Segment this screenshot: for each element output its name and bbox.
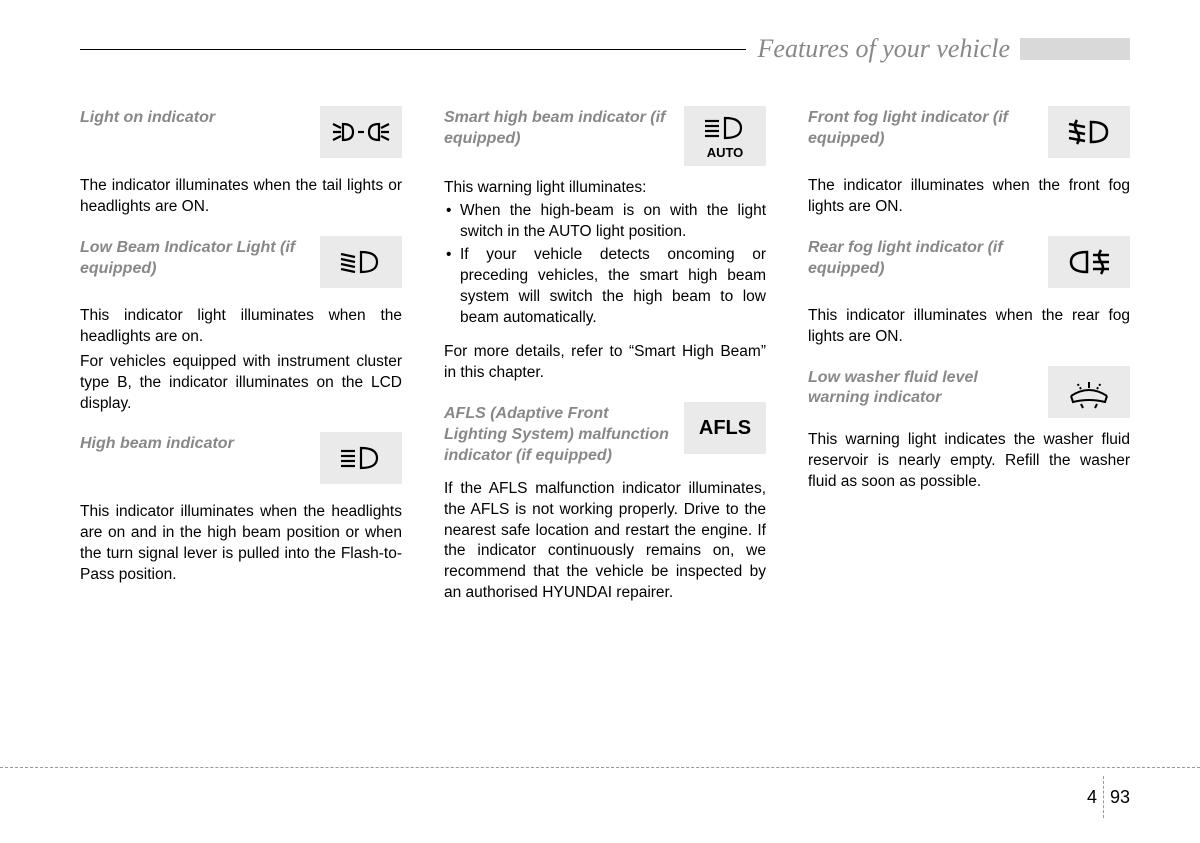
section-heading: Smart high beam indicator (if equipped) …: [444, 106, 766, 166]
section-heading: Low washer fluid level warning indicator: [808, 366, 1130, 418]
column-2: Smart high beam indicator (if equipped) …: [444, 106, 766, 604]
rear-fog-icon: [1048, 236, 1130, 288]
page-number-value: 93: [1110, 787, 1130, 808]
column-1: Light on indicator The indicator illumi: [80, 106, 402, 604]
content-columns: Light on indicator The indicator illumi: [80, 106, 1130, 604]
list-item: When the high-beam is on with the light …: [444, 201, 766, 243]
front-fog-icon: [1048, 106, 1130, 158]
header-title: Features of your vehicle: [746, 34, 1018, 64]
low-beam-icon: [320, 236, 402, 288]
auto-label: AUTO: [707, 144, 744, 162]
smart-high-beam-icon: AUTO: [684, 106, 766, 166]
body-text: For vehicles equipped with instrument cl…: [80, 352, 402, 415]
high-beam-icon: [320, 432, 402, 484]
section-title: High beam indicator: [80, 432, 234, 455]
page-header: Features of your vehicle: [80, 34, 1130, 64]
section-title: Front fog light indicator (if equipped): [808, 106, 1038, 150]
section-title: Low washer fluid level warning indicator: [808, 366, 1038, 410]
separator: [1103, 776, 1104, 818]
page: Features of your vehicle Light on indica…: [0, 0, 1200, 604]
body-text: This indicator illuminates when the head…: [80, 502, 402, 586]
afls-icon: AFLS: [684, 402, 766, 454]
section-heading: AFLS (Adaptive Front Lighting System) ma…: [444, 402, 766, 466]
page-number: 4 93: [1087, 776, 1130, 818]
section-title: Smart high beam indicator (if equipped): [444, 106, 674, 150]
bullet-list: When the high-beam is on with the light …: [444, 201, 766, 329]
body-text: This warning light indicates the washer …: [808, 430, 1130, 493]
section-heading: High beam indicator: [80, 432, 402, 484]
body-text: This indicator illuminates when the rear…: [808, 306, 1130, 348]
section-title: Rear fog light indicator (if equipped): [808, 236, 1038, 280]
section-heading: Front fog light indicator (if equipped): [808, 106, 1130, 158]
list-item: If your vehicle detects oncoming or prec…: [444, 245, 766, 329]
tail-light-icon: [320, 106, 402, 158]
page-footer: 4 93: [0, 767, 1200, 811]
body-text: The indicator illuminates when the tail …: [80, 176, 402, 218]
chapter-number: 4: [1087, 787, 1097, 808]
body-text: This warning light illuminates:: [444, 178, 766, 199]
section-heading: Rear fog light indicator (if equipped): [808, 236, 1130, 288]
body-text: The indicator illuminates when the front…: [808, 176, 1130, 218]
section-title: AFLS (Adaptive Front Lighting System) ma…: [444, 402, 674, 466]
section-title: Light on indicator: [80, 106, 215, 129]
afls-label: AFLS: [699, 415, 751, 442]
section-heading: Low Beam Indicator Light (if equipped): [80, 236, 402, 288]
column-3: Front fog light indicator (if equipped): [808, 106, 1130, 604]
section-title: Low Beam Indicator Light (if equipped): [80, 236, 310, 280]
body-text: If the AFLS malfunction indicator illumi…: [444, 479, 766, 605]
header-rule: [80, 49, 746, 50]
header-tab: [1020, 38, 1130, 60]
washer-fluid-icon: [1048, 366, 1130, 418]
body-text: For more details, refer to “Smart High B…: [444, 342, 766, 384]
section-heading: Light on indicator: [80, 106, 402, 158]
body-text: This indicator light illuminates when th…: [80, 306, 402, 348]
